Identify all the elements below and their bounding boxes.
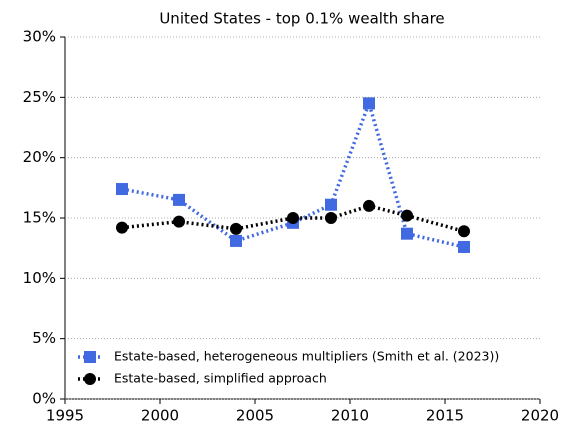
x-tick-label: 2020 [521,407,559,425]
data-point [458,240,470,253]
data-point [287,212,299,224]
legend-marker [84,351,96,363]
x-tick-label: 1995 [46,407,84,425]
legend-marker [84,373,96,385]
x-tick-label: 2010 [331,407,369,425]
y-tick-label: 15% [23,209,56,227]
series-line [121,204,465,233]
data-point [116,183,128,196]
data-point [325,198,337,211]
data-point [173,193,185,206]
data-point [230,234,242,247]
data-point [116,221,128,234]
data-point [325,212,337,224]
y-tick-label: 20% [23,148,56,166]
y-tick-label: 0% [32,390,56,408]
data-point [401,227,413,240]
data-point [173,215,185,228]
y-tick-label: 30% [23,28,56,46]
data-point [363,97,375,110]
data-point [230,222,242,235]
x-tick-label: 2015 [426,407,464,425]
series-line [121,97,465,249]
x-tick-label: 2000 [141,407,179,425]
legend-label: Estate-based, heterogeneous multipliers … [114,349,499,364]
data-point [458,225,470,238]
x-tick-label: 2005 [236,407,274,425]
chart-title: United States - top 0.1% wealth share [159,10,444,28]
data-point [401,209,413,222]
y-tick-label: 10% [23,269,56,287]
y-tick-label: 5% [32,329,56,347]
legend-label: Estate-based, simplified approach [114,371,327,386]
y-tick-label: 25% [23,88,56,106]
data-point [363,199,375,212]
